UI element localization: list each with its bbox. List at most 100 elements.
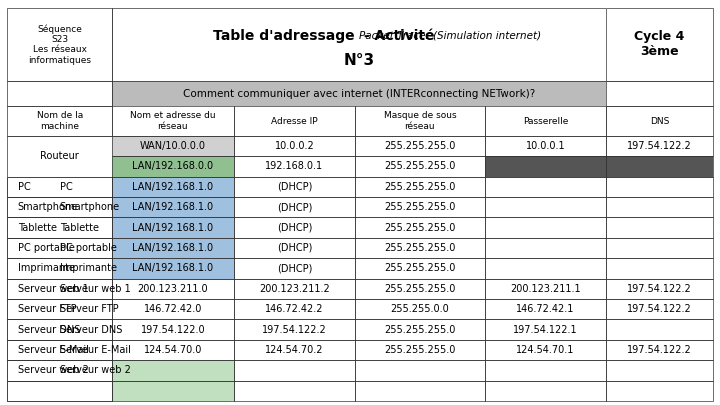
FancyBboxPatch shape <box>112 8 606 81</box>
FancyBboxPatch shape <box>234 258 355 279</box>
FancyBboxPatch shape <box>606 197 713 217</box>
Text: LAN/192.168.1.0: LAN/192.168.1.0 <box>132 263 214 273</box>
Text: Serveur DNS: Serveur DNS <box>18 324 80 335</box>
FancyBboxPatch shape <box>112 258 234 279</box>
Text: Comment communiquer avec internet (INTERconnecting NETwork)?: Comment communiquer avec internet (INTER… <box>183 89 535 98</box>
FancyBboxPatch shape <box>355 279 485 299</box>
FancyBboxPatch shape <box>112 136 234 156</box>
Text: Nom et adresse du
réseau: Nom et adresse du réseau <box>130 111 216 131</box>
FancyBboxPatch shape <box>355 258 485 279</box>
FancyBboxPatch shape <box>112 340 234 360</box>
Text: N°3: N°3 <box>343 53 374 68</box>
Text: 200.123.211.1: 200.123.211.1 <box>510 284 581 294</box>
Text: 124.54.70.2: 124.54.70.2 <box>265 345 323 355</box>
Text: Serveur E-Mail: Serveur E-Mail <box>60 345 130 355</box>
FancyBboxPatch shape <box>112 156 234 177</box>
FancyBboxPatch shape <box>7 217 112 238</box>
Text: Serveur web 1: Serveur web 1 <box>60 284 130 294</box>
FancyBboxPatch shape <box>485 136 606 156</box>
FancyBboxPatch shape <box>7 320 112 340</box>
FancyBboxPatch shape <box>355 136 485 156</box>
Text: Packet Tracer (Simulation internet): Packet Tracer (Simulation internet) <box>359 31 541 41</box>
Text: (DHCP): (DHCP) <box>276 243 312 253</box>
Text: Serveur web 2: Serveur web 2 <box>60 365 130 375</box>
FancyBboxPatch shape <box>7 197 112 217</box>
Text: PC: PC <box>60 182 73 192</box>
Text: 255.255.255.0: 255.255.255.0 <box>384 202 456 212</box>
Text: 146.72.42.1: 146.72.42.1 <box>516 304 575 314</box>
FancyBboxPatch shape <box>7 238 112 258</box>
FancyBboxPatch shape <box>234 136 355 156</box>
FancyBboxPatch shape <box>234 156 355 177</box>
FancyBboxPatch shape <box>606 136 713 156</box>
FancyBboxPatch shape <box>7 258 112 279</box>
FancyBboxPatch shape <box>7 279 112 299</box>
FancyBboxPatch shape <box>7 238 112 258</box>
FancyBboxPatch shape <box>234 217 355 238</box>
Text: (DHCP): (DHCP) <box>276 263 312 273</box>
Text: 255.255.255.0: 255.255.255.0 <box>384 141 456 151</box>
Text: LAN/192.168.0.0: LAN/192.168.0.0 <box>132 161 214 171</box>
FancyBboxPatch shape <box>7 340 112 360</box>
FancyBboxPatch shape <box>112 107 234 136</box>
Text: 197.54.122.1: 197.54.122.1 <box>513 324 577 335</box>
Text: Adresse IP: Adresse IP <box>271 117 318 126</box>
FancyBboxPatch shape <box>7 177 112 197</box>
Text: 197.54.122.2: 197.54.122.2 <box>627 304 692 314</box>
FancyBboxPatch shape <box>7 340 112 360</box>
Text: 255.255.255.0: 255.255.255.0 <box>384 345 456 355</box>
FancyBboxPatch shape <box>355 320 485 340</box>
FancyBboxPatch shape <box>355 177 485 197</box>
Text: 255.255.255.0: 255.255.255.0 <box>384 182 456 192</box>
Text: (DHCP): (DHCP) <box>276 202 312 212</box>
FancyBboxPatch shape <box>606 81 713 107</box>
FancyBboxPatch shape <box>355 107 485 136</box>
FancyBboxPatch shape <box>7 360 112 381</box>
Text: Serveur FTP: Serveur FTP <box>60 304 118 314</box>
Text: 124.54.70.0: 124.54.70.0 <box>144 345 202 355</box>
FancyBboxPatch shape <box>7 279 112 299</box>
FancyBboxPatch shape <box>234 381 355 401</box>
FancyBboxPatch shape <box>7 136 112 177</box>
Text: LAN/192.168.1.0: LAN/192.168.1.0 <box>132 202 214 212</box>
Text: 197.54.122.0: 197.54.122.0 <box>140 324 205 335</box>
FancyBboxPatch shape <box>234 360 355 381</box>
FancyBboxPatch shape <box>606 156 713 177</box>
Text: Serveur web 1: Serveur web 1 <box>18 284 89 294</box>
FancyBboxPatch shape <box>485 217 606 238</box>
Text: Table d'adressage: Table d'adressage <box>212 29 359 43</box>
FancyBboxPatch shape <box>234 299 355 320</box>
FancyBboxPatch shape <box>355 156 485 177</box>
FancyBboxPatch shape <box>7 320 112 340</box>
Text: LAN/192.168.1.0: LAN/192.168.1.0 <box>132 243 214 253</box>
FancyBboxPatch shape <box>485 320 606 340</box>
FancyBboxPatch shape <box>112 299 234 320</box>
Text: Serveur web 2: Serveur web 2 <box>18 365 89 375</box>
FancyBboxPatch shape <box>606 381 713 401</box>
FancyBboxPatch shape <box>112 177 234 197</box>
FancyBboxPatch shape <box>355 381 485 401</box>
FancyBboxPatch shape <box>606 320 713 340</box>
Text: 197.54.122.2: 197.54.122.2 <box>627 345 692 355</box>
Text: 192.168.0.1: 192.168.0.1 <box>265 161 323 171</box>
FancyBboxPatch shape <box>112 81 606 107</box>
Text: DNS: DNS <box>649 117 669 126</box>
FancyBboxPatch shape <box>355 197 485 217</box>
Text: Nom de la
machine: Nom de la machine <box>37 111 83 131</box>
Text: Smartphone: Smartphone <box>18 202 78 212</box>
Text: Imprimante: Imprimante <box>18 263 75 273</box>
Text: 255.255.255.0: 255.255.255.0 <box>384 243 456 253</box>
Text: Tablette: Tablette <box>60 223 99 232</box>
FancyBboxPatch shape <box>7 177 112 197</box>
Text: 197.54.122.2: 197.54.122.2 <box>627 141 692 151</box>
FancyBboxPatch shape <box>234 107 355 136</box>
Text: Passerelle: Passerelle <box>523 117 568 126</box>
Text: LAN/192.168.1.0: LAN/192.168.1.0 <box>132 182 214 192</box>
FancyBboxPatch shape <box>234 238 355 258</box>
FancyBboxPatch shape <box>606 299 713 320</box>
FancyBboxPatch shape <box>485 258 606 279</box>
FancyBboxPatch shape <box>112 320 234 340</box>
FancyBboxPatch shape <box>355 238 485 258</box>
FancyBboxPatch shape <box>234 320 355 340</box>
FancyBboxPatch shape <box>7 381 112 401</box>
